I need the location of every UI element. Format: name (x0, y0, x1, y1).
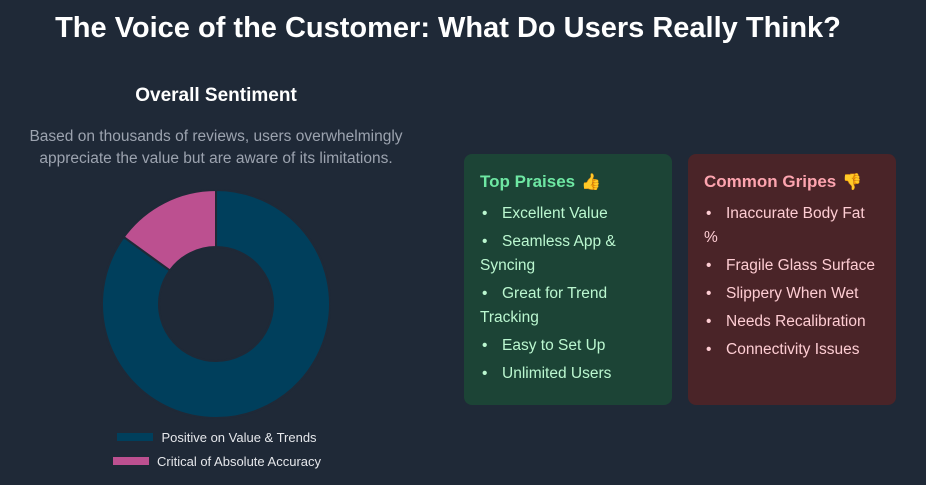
common-gripes-title: Common Gripes (704, 172, 837, 191)
legend-swatch-positive (115, 431, 156, 443)
list-item: • Needs Recalibration (704, 310, 880, 334)
common-gripes-card: Common Gripes 👎 • Inaccurate Body Fat % •… (688, 154, 896, 405)
bullet: • (706, 285, 712, 302)
list-item: • Connectivity Issues (704, 338, 880, 362)
legend-item-positive[interactable]: Positive on Value & Trends (80, 425, 352, 449)
legend-label-critical: Critical of Absolute Accuracy (156, 453, 322, 469)
list-item: • Great for Trend Tracking (480, 282, 656, 330)
bullet: • (706, 341, 712, 358)
chart-legend: Positive on Value & Trends Critical of A… (80, 425, 352, 473)
donut-slice-positive[interactable] (101, 188, 331, 419)
bullet: • (482, 365, 488, 382)
bullet: • (482, 285, 488, 302)
list-item: • Seamless App & Syncing (480, 230, 656, 278)
list-item: • Inaccurate Body Fat % (704, 202, 880, 250)
legend-label-positive: Positive on Value & Trends (161, 429, 317, 445)
thumbs-up-icon: 👍 (581, 174, 602, 191)
sentiment-description: Based on thousands of reviews, users ove… (29, 128, 403, 167)
common-gripes-list: • Inaccurate Body Fat % • Fragile Glass Su… (704, 202, 880, 362)
bullet: • (706, 257, 712, 274)
legend-item-critical[interactable]: Critical of Absolute Accuracy (80, 449, 352, 473)
thumbs-down-icon: 👎 (842, 174, 863, 191)
list-item: • Fragile Glass Surface (704, 254, 880, 278)
list-item: • Slippery When Wet (704, 282, 880, 306)
bullet: • (482, 233, 488, 250)
legend-swatch-critical (110, 455, 151, 467)
list-item: • Easy to Set Up (480, 334, 656, 358)
bullet: • (706, 205, 712, 222)
top-praises-heading: Top Praises 👍 (480, 172, 656, 192)
bullet: • (482, 337, 488, 354)
common-gripes-heading: Common Gripes 👎 (704, 172, 880, 192)
sentiment-title: Overall Sentiment (135, 85, 297, 106)
top-praises-title: Top Praises (480, 172, 576, 191)
page-title: The Voice of the Customer: What Do Users… (55, 12, 841, 44)
donut-slice-critical[interactable] (122, 188, 217, 272)
list-item: • Unlimited Users (480, 362, 656, 386)
list-item: • Excellent Value (480, 202, 656, 226)
top-praises-card: Top Praises 👍 • Excellent Value • Seamless… (464, 154, 672, 405)
top-praises-list: • Excellent Value • Seamless App & Syncing… (480, 202, 656, 386)
sentiment-donut-chart (101, 188, 331, 419)
bullet: • (706, 313, 712, 330)
bullet: • (482, 205, 488, 222)
